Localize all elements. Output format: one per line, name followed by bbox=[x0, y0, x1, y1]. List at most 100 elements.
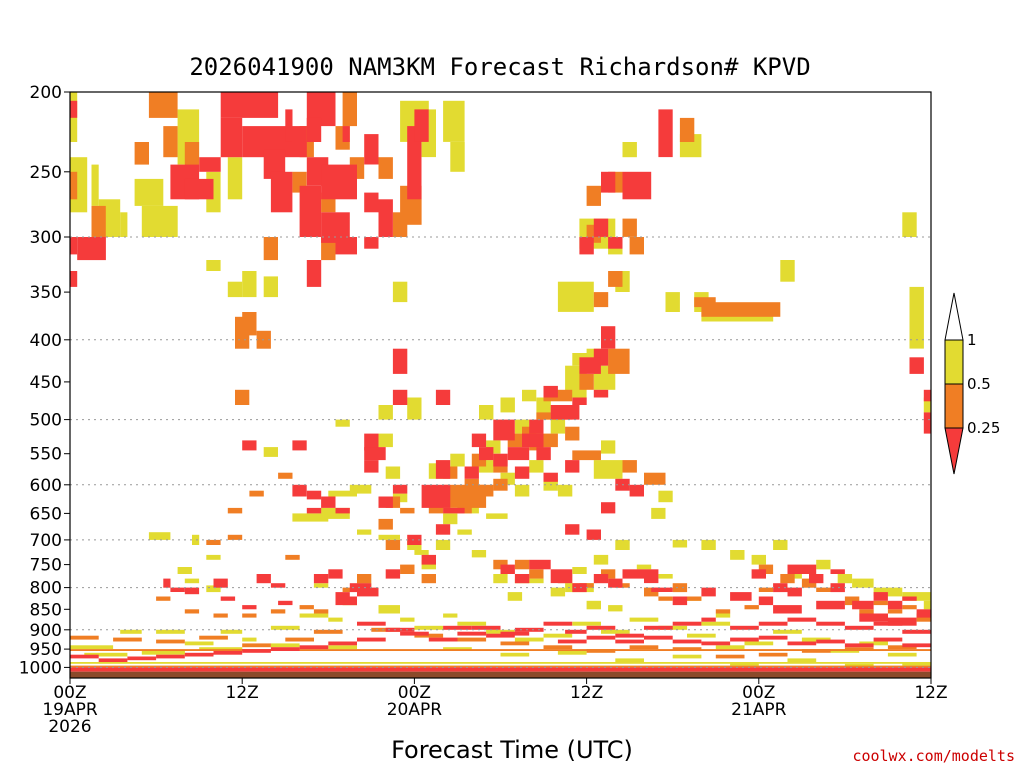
cell-below_0.25-115 bbox=[852, 600, 874, 610]
cell-0.5-1-63 bbox=[852, 578, 874, 588]
cell-0.5-1-131 bbox=[629, 617, 659, 622]
cell-0.25-0.5-66 bbox=[357, 574, 372, 584]
cell-below_0.25-82 bbox=[213, 578, 228, 588]
y-axis: 200 250 300 350 400 450 500 550 600 650 700 750 8008… bbox=[19, 83, 70, 678]
cell-below_0.25-158 bbox=[357, 621, 386, 626]
cell-0.5-1-18 bbox=[392, 281, 408, 303]
cell-below_0.25-22 bbox=[199, 157, 221, 172]
cell-below_0.25-133 bbox=[701, 617, 716, 622]
cell-0.5-1-83 bbox=[923, 397, 931, 413]
cell-below_0.25-19 bbox=[306, 260, 322, 287]
y-tick-label-800: 800 bbox=[30, 579, 62, 599]
cell-0.5-1-77 bbox=[665, 292, 680, 312]
cell-0.5-1-125 bbox=[457, 621, 487, 626]
cell-0.25-0.5-89 bbox=[758, 587, 774, 592]
cell-0.25-0.5-1 bbox=[163, 126, 178, 158]
cell-below_0.25-0 bbox=[70, 100, 78, 118]
cell-0.25-0.5-42 bbox=[493, 478, 508, 491]
cell-0.25-0.5-54 bbox=[385, 496, 401, 508]
cell-0.25-0.5-11 bbox=[263, 237, 278, 261]
cell-0.5-1-121 bbox=[378, 605, 400, 614]
legend-label-1: 0.5 bbox=[967, 375, 991, 393]
cell-0.5-1-148 bbox=[500, 652, 530, 657]
cell-below_0.25-64 bbox=[407, 534, 422, 545]
cell-0.5-1-118 bbox=[328, 617, 343, 622]
credit-text: coolwx.com/modelts bbox=[852, 747, 1015, 765]
richardson-cells bbox=[70, 92, 931, 672]
cell-0.5-1-149 bbox=[557, 651, 587, 655]
cell-0.5-1-123 bbox=[414, 625, 444, 630]
cell-below_0.25-78 bbox=[292, 440, 307, 451]
cell-0.5-1-56 bbox=[701, 539, 716, 550]
plot-frame bbox=[69, 91, 932, 679]
cell-below_0.25-83 bbox=[184, 587, 200, 595]
cell-0.5-1-137 bbox=[801, 637, 831, 642]
cell-below_0.25-125 bbox=[909, 357, 924, 374]
y-tick-label-200: 200 bbox=[30, 83, 62, 103]
cell-below_0.25-81 bbox=[270, 583, 286, 588]
cell-0.5-1-62 bbox=[837, 574, 853, 584]
cell-0.25-0.5-65 bbox=[285, 554, 300, 560]
cell-below_0.25-54 bbox=[565, 460, 580, 473]
cell-0.5-1-20 bbox=[407, 397, 422, 420]
y-tick-label-250: 250 bbox=[30, 163, 62, 183]
cell-below_0.25-174 bbox=[873, 637, 903, 642]
x-tick-label-3-0: 12Z bbox=[570, 683, 603, 703]
cell-0.25-0.5-23 bbox=[586, 185, 601, 206]
cell-0.5-1-132 bbox=[658, 625, 688, 630]
x-axis-label: Forecast Time (UTC) bbox=[391, 736, 633, 764]
cell-0.5-1-93 bbox=[514, 484, 530, 497]
cell-0.5-1-57 bbox=[730, 550, 745, 560]
cell-0.25-0.5-9 bbox=[378, 157, 393, 179]
cell-below_0.25-61 bbox=[435, 524, 451, 535]
y-tick-label-750: 750 bbox=[30, 556, 62, 576]
cell-0.5-1-103 bbox=[357, 529, 372, 535]
cell-0.5-1-99 bbox=[385, 466, 401, 479]
cell-below_0.25-48 bbox=[443, 507, 465, 514]
cell-0.25-0.5-70 bbox=[313, 609, 329, 614]
cell-below_0.25-168 bbox=[701, 641, 731, 646]
cell-below_0.25-15 bbox=[342, 126, 350, 142]
cell-0.5-1-127 bbox=[514, 637, 544, 642]
cell-below_0.25-142 bbox=[514, 627, 544, 632]
cell-0.5-1-142 bbox=[84, 652, 128, 657]
cell-0.5-1-81 bbox=[909, 286, 924, 349]
cell-0.25-0.5-111 bbox=[543, 645, 573, 650]
cell-0.25-0.5-97 bbox=[887, 609, 903, 614]
cell-below_0.25-8 bbox=[270, 171, 293, 213]
cell-0.25-0.5-17 bbox=[235, 389, 250, 405]
color-legend: 1 0.5 0.25 bbox=[944, 292, 1000, 475]
cell-below_0.25-72 bbox=[364, 447, 386, 461]
cell-below_0.25-173 bbox=[844, 643, 874, 648]
y-tick-label-950: 950 bbox=[30, 640, 62, 660]
cell-below_0.25-128 bbox=[565, 629, 587, 634]
cell-0.25-0.5-15 bbox=[235, 316, 250, 349]
cell-0.5-1-25 bbox=[328, 490, 357, 497]
cell-0.25-0.5-85 bbox=[672, 583, 688, 593]
cell-below_0.25-39 bbox=[572, 397, 587, 405]
cell-below_0.25-17 bbox=[364, 134, 379, 165]
cell-0.5-1-87 bbox=[479, 405, 494, 420]
cell-below_0.25-164 bbox=[586, 635, 616, 640]
cell-below_0.25-123 bbox=[859, 613, 888, 622]
cell-0.5-1-150 bbox=[615, 658, 644, 662]
cell-0.5-1-113 bbox=[184, 641, 214, 646]
cell-below_0.25-155 bbox=[127, 656, 157, 661]
cell-below_0.25-127 bbox=[923, 389, 931, 402]
cell-below_0.25-40 bbox=[529, 419, 544, 434]
cell-0.5-1-37 bbox=[471, 550, 487, 558]
cell-0.5-1-114 bbox=[220, 629, 243, 634]
cell-0.5-1-10 bbox=[227, 281, 243, 298]
cell-below_0.25-43 bbox=[507, 447, 530, 461]
cell-below_0.25-167 bbox=[672, 639, 702, 644]
cell-0.25-0.5-58 bbox=[400, 564, 415, 574]
cell-below_0.25-172 bbox=[816, 639, 845, 644]
cell-0.5-1-134 bbox=[715, 645, 745, 650]
cell-below_0.25-171 bbox=[787, 641, 817, 646]
cell-0.5-1-98 bbox=[601, 440, 616, 454]
cell-below_0.25-85 bbox=[163, 578, 171, 588]
cell-0.25-0.5-86 bbox=[687, 596, 702, 601]
y-tick-label-500: 500 bbox=[30, 411, 62, 431]
cell-below_0.25-154 bbox=[156, 654, 185, 659]
cell-0.5-1-82 bbox=[902, 212, 917, 237]
